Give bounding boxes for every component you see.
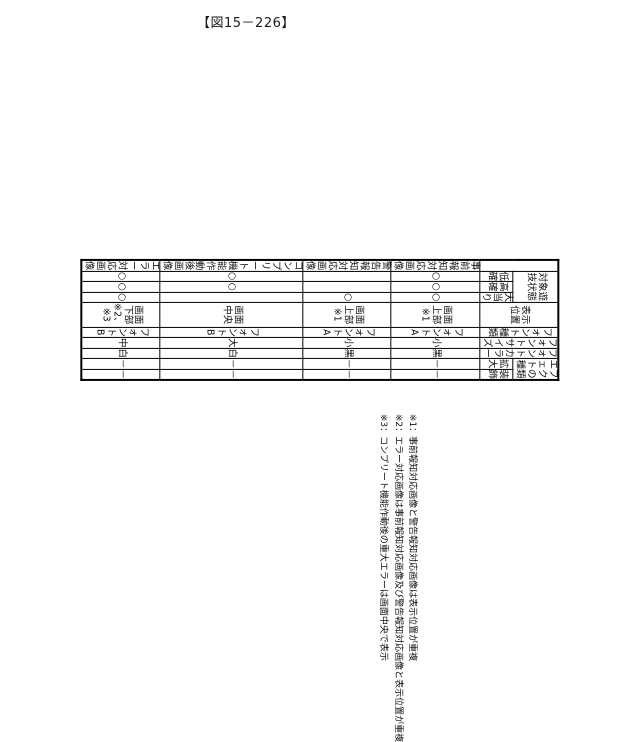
- cell-font-color: 白: [81, 348, 160, 359]
- cell-font-type: フォントB: [159, 326, 303, 338]
- cell-position: 画面上部※1: [390, 302, 480, 327]
- column-header-state-low: 低確: [479, 270, 514, 282]
- cell-font-color: 黒: [390, 348, 480, 359]
- cell-state-low: ○: [81, 270, 160, 282]
- column-header-effect-zoom: 拡大: [479, 358, 514, 370]
- table-group-header-row: 対象遊技状態 表示位置 フォント種類 フォントサイズ フォントカラー エフェクト…: [479, 259, 559, 381]
- column-header-font-type: フォント種類: [479, 326, 559, 338]
- cell-state-high: ○: [81, 281, 160, 292]
- effect-settings-table: 対象遊技状態 表示位置 フォント種類 フォントサイズ フォントカラー エフェクト…: [80, 258, 560, 382]
- cell-effect-zoom: －: [390, 358, 480, 370]
- row-label: 警告報知対応画像: [302, 259, 392, 271]
- cell-state-high: [302, 281, 391, 292]
- footnote-2: ※2：エラー対応画像は事前報知対応画像及び警告報知対応画像と表示位置が重複: [392, 413, 403, 742]
- column-header-font-size: フォントサイズ: [479, 337, 559, 349]
- cell-font-color: 黒: [302, 348, 391, 359]
- table-rotation-inner: 対象遊技状態 表示位置 フォント種類 フォントサイズ フォントカラー エフェクト…: [80, 258, 560, 382]
- cell-state-low: ○: [159, 270, 303, 282]
- cell-effect-decor: －: [159, 369, 303, 381]
- table-row: エラー対応画像 ○ ○ ○ 画面下部※2、※3 フォントB 中 白 － －: [81, 259, 161, 381]
- footnotes: ※1：事前報知対応画像と警告報知対応画像は表示位置が重複 ※2：エラー対応画像は…: [377, 414, 417, 742]
- cell-state-jackpot: [159, 291, 303, 303]
- cell-font-type: フォントA: [302, 326, 391, 338]
- cell-position: 画面下部※2、※3: [81, 302, 160, 327]
- row-label: コンプリート機能作動後画像: [159, 259, 304, 271]
- cell-font-color: 白: [159, 348, 303, 359]
- table-row: コンプリート機能作動後画像 ○ ○ 画面中央 フォントB 大 白 － －: [159, 259, 304, 381]
- cell-effect-decor: －: [81, 369, 160, 381]
- cell-effect-zoom: －: [159, 358, 303, 370]
- table-row: 警告報知対応画像 ○ 画面上部※1 フォントA 小 黒 － －: [302, 259, 392, 381]
- cell-font-size: 小: [302, 337, 391, 349]
- cell-font-size: 小: [390, 337, 480, 349]
- cell-font-size: 中: [81, 337, 160, 349]
- table-head: 対象遊技状態 表示位置 フォント種類 フォントサイズ フォントカラー エフェクト…: [479, 259, 559, 381]
- row-label: エラー対応画像: [81, 259, 161, 271]
- footnote-3: ※3：コンプリート機能作動後の重大エラーは画面中央で表示: [378, 413, 389, 661]
- cell-effect-zoom: －: [81, 358, 160, 370]
- cell-effect-decor: －: [302, 369, 391, 381]
- cell-state-jackpot: ○: [81, 291, 160, 303]
- cell-state-low: [302, 270, 391, 282]
- column-header-font-color: フォントカラー: [479, 348, 559, 359]
- cell-state-jackpot: ○: [302, 291, 391, 303]
- cell-position: 画面中央: [159, 302, 303, 327]
- column-header-position: 表示位置: [479, 302, 559, 327]
- table-body: 事前報知対応画像 ○ ○ ○ 画面上部※1 フォントA 小 黒 － － 警告報知…: [81, 259, 480, 381]
- corner-cell: [479, 259, 559, 271]
- cell-state-jackpot: ○: [390, 291, 480, 303]
- row-label: 事前報知対応画像: [390, 259, 480, 271]
- column-header-state-high: 高確: [479, 281, 514, 292]
- cell-state-low: ○: [390, 270, 480, 282]
- cell-font-size: 大: [159, 337, 303, 349]
- cell-state-high: ○: [159, 281, 303, 292]
- group-header-effect: エフェクトの種類: [513, 358, 559, 381]
- group-header-state: 対象遊技状態: [513, 270, 559, 303]
- figure-title: 【図15－226】: [197, 16, 295, 31]
- table-row: 事前報知対応画像 ○ ○ ○ 画面上部※1 フォントA 小 黒 － －: [390, 259, 480, 381]
- cell-font-type: フォントB: [81, 326, 160, 338]
- cell-position: 画面上部※1: [302, 302, 391, 327]
- cell-state-high: ○: [390, 281, 480, 292]
- cell-effect-decor: －: [390, 369, 480, 381]
- cell-effect-zoom: －: [302, 358, 391, 370]
- column-header-effect-decor: 装飾: [479, 369, 514, 381]
- cell-font-type: フォントA: [390, 326, 480, 338]
- footnote-1: ※1：事前報知対応画像と警告報知対応画像は表示位置が重複: [406, 413, 417, 662]
- column-header-state-jackpot: 大当り: [479, 291, 514, 303]
